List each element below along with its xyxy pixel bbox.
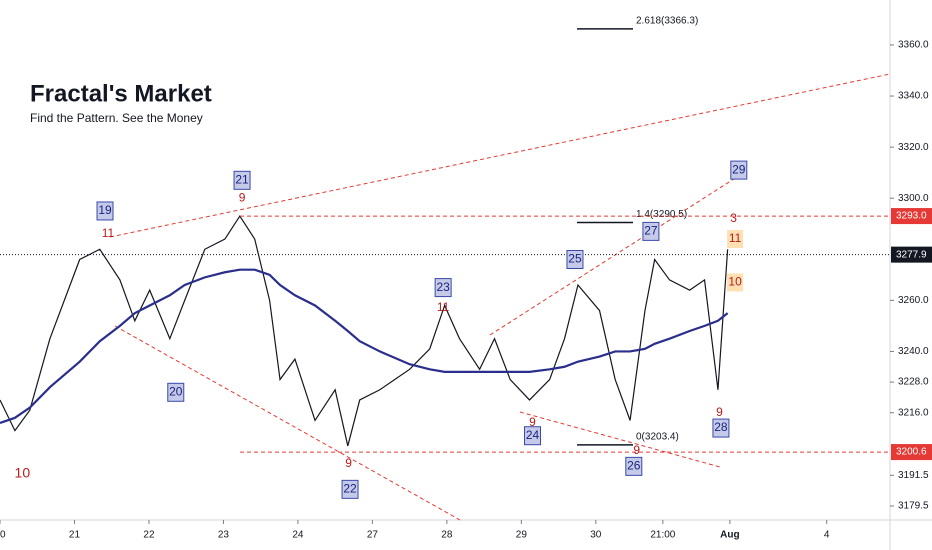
price-tag	[891, 444, 932, 461]
wave-label: 19	[98, 203, 112, 217]
y-tick-label: 3300.0	[898, 193, 929, 204]
wave-label: 26	[627, 459, 641, 473]
wave-label: 29	[732, 162, 746, 176]
wave-label: 11	[102, 226, 115, 240]
price-tag	[891, 246, 932, 263]
y-tick-label: 3240.0	[898, 346, 929, 357]
wave-label: 27	[644, 224, 658, 238]
y-tick-label: 3191.5	[898, 470, 929, 481]
wave-label: 9	[633, 443, 640, 457]
wave-box	[524, 426, 542, 446]
price-tag	[891, 208, 932, 225]
chart-subtitle: Find the Pattern. See the Money	[30, 111, 203, 125]
y-tick-label: 3179.5	[898, 501, 929, 512]
moving-average	[0, 268, 729, 424]
x-tick-label: 4	[824, 530, 830, 541]
x-tick-label: 24	[292, 530, 304, 541]
wave-label: 28	[714, 420, 728, 434]
fib-label: 0(3203.4)	[636, 432, 679, 443]
price-tag-label: 3277.9	[896, 249, 927, 260]
wave-box	[727, 230, 744, 249]
wave-label: 11	[729, 231, 742, 245]
x-tick-label: 21	[69, 530, 81, 541]
lower-trendline	[114, 325, 461, 521]
wave-label: 9	[345, 456, 352, 470]
wave-box	[233, 170, 251, 190]
wave-label: 20	[169, 384, 183, 398]
wave-box	[642, 221, 660, 241]
wave-box	[566, 249, 584, 269]
wave-label: 10	[15, 465, 31, 481]
wave-label: 11	[437, 300, 450, 314]
wave-label: 9	[716, 405, 723, 419]
x-tick-label: 29	[516, 530, 528, 541]
wave-label: 9	[529, 415, 536, 429]
price-line	[0, 214, 729, 447]
y-tick-label: 3216.0	[898, 407, 929, 418]
wave-label: 23	[436, 280, 450, 294]
fib-label: 2.618(3366.3)	[636, 16, 698, 27]
chart-title: Fractal's Market	[30, 80, 212, 107]
x-tick-label: 27	[367, 530, 379, 541]
x-tick-label: 30	[590, 530, 602, 541]
y-tick-label: 3320.0	[898, 142, 929, 153]
y-tick-label: 3340.0	[898, 91, 929, 102]
wave-box	[727, 273, 744, 292]
wave-label: 3	[730, 211, 737, 225]
x-tick-label: 20	[0, 530, 6, 541]
x-tick-label: 23	[218, 530, 230, 541]
price-tag-label: 3293.0	[896, 211, 927, 222]
y-tick-label: 3260.0	[898, 295, 929, 306]
wave-label: 25	[568, 252, 582, 266]
wave-label: 21	[235, 172, 249, 186]
wave-box	[712, 418, 730, 438]
y-tick-label: 3228.0	[898, 377, 929, 388]
x-tick-label: Aug	[720, 530, 739, 541]
price-tag-label: 3200.6	[896, 447, 927, 458]
wave-label: 24	[526, 428, 540, 442]
wave-box	[730, 160, 748, 180]
wave-label: 10	[728, 275, 742, 289]
y-tick-label: 3360.0	[898, 40, 929, 51]
x-tick-label: 22	[143, 530, 155, 541]
wave-label: 9	[239, 190, 246, 204]
wave-box	[625, 456, 643, 476]
fib-label: 1.4(3290.5)	[636, 209, 687, 220]
wave-box	[341, 479, 359, 499]
wave-box	[96, 201, 114, 221]
wave-box	[434, 278, 452, 298]
wave-label: 22	[343, 482, 357, 496]
wave-box	[167, 382, 185, 402]
x-tick-label: 28	[441, 530, 453, 541]
x-tick-label: 21:00	[650, 530, 675, 541]
